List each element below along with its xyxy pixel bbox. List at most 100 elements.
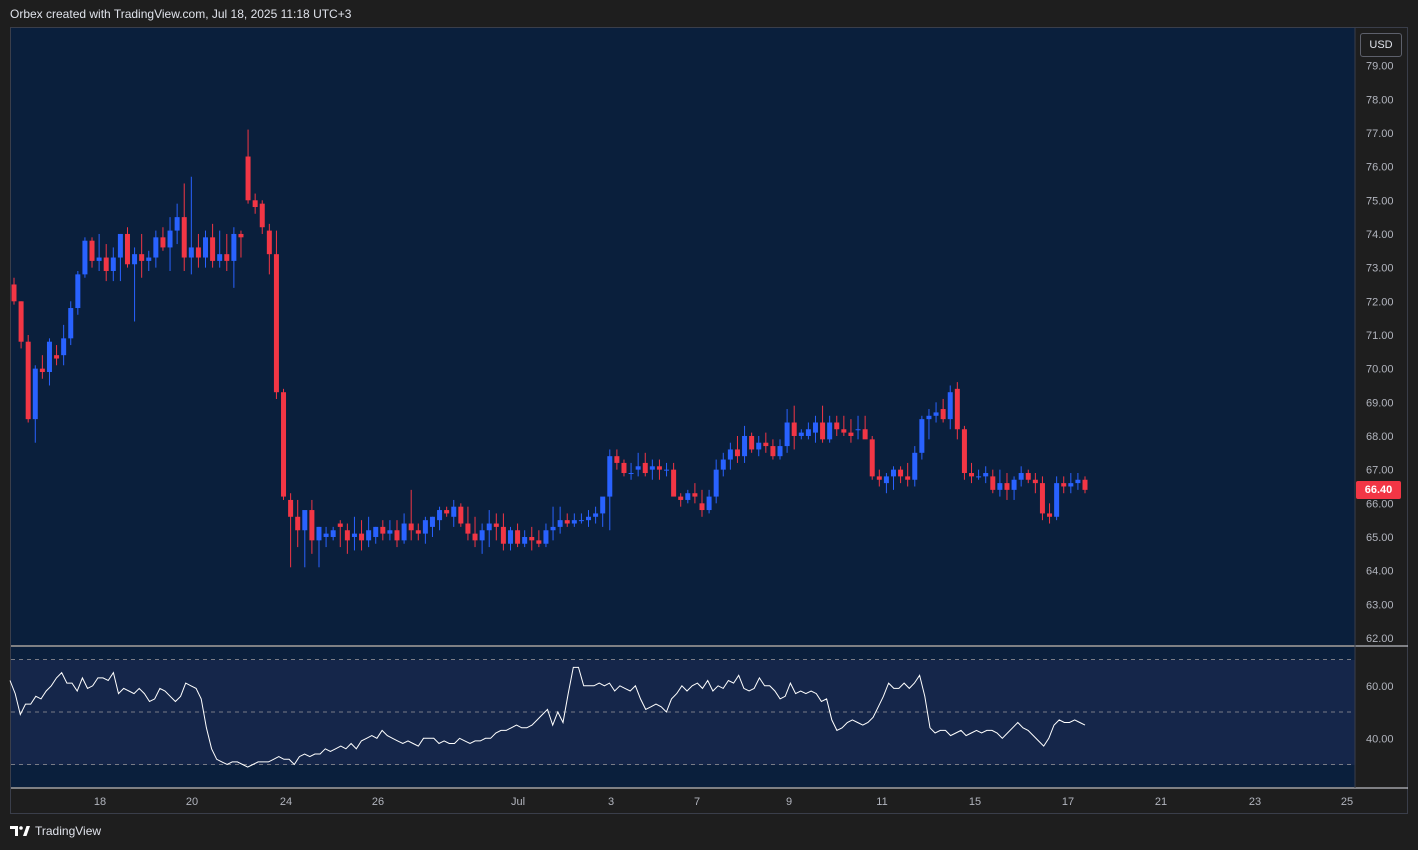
candle: [685, 489, 691, 504]
candle: [656, 459, 662, 480]
candle: [529, 526, 535, 551]
candle: [103, 244, 109, 282]
candle: [337, 520, 343, 548]
time-tick-label: 15: [969, 796, 981, 808]
main-pane-background: [11, 28, 1355, 645]
candle: [75, 270, 81, 315]
candle: [181, 183, 187, 271]
time-tick-label: 23: [1249, 796, 1261, 808]
candle: [564, 513, 570, 527]
candle: [1075, 473, 1081, 490]
price-tick-label: 67.00: [1366, 465, 1394, 477]
candle: [883, 473, 889, 494]
time-tick-label: 7: [694, 796, 700, 808]
candle: [472, 516, 478, 548]
price-tick-label: 63.00: [1366, 599, 1394, 611]
price-tick-label: 70.00: [1366, 364, 1394, 376]
candle: [344, 523, 350, 554]
time-tick-label: 3: [608, 796, 614, 808]
candle: [1032, 473, 1038, 494]
price-tick-label: 75.00: [1366, 195, 1394, 207]
rsi-guides-layer: [11, 659, 1355, 765]
candle: [415, 523, 421, 541]
candle: [536, 530, 542, 548]
candle: [586, 510, 592, 527]
candle: [437, 506, 443, 531]
time-tick-label: 26: [372, 796, 384, 808]
footer-brand[interactable]: TradingView: [10, 824, 101, 838]
candle: [713, 459, 719, 504]
candle: [18, 301, 24, 349]
candle: [1047, 503, 1053, 524]
candle: [614, 449, 620, 470]
candle: [727, 442, 733, 470]
candle: [160, 227, 166, 251]
candle: [387, 520, 393, 541]
candle: [791, 405, 797, 450]
candle: [784, 409, 790, 453]
currency-button[interactable]: USD: [1360, 33, 1402, 57]
candle: [252, 193, 258, 214]
candle: [742, 425, 748, 463]
candle: [926, 409, 932, 440]
candle: [323, 526, 329, 548]
candle: [11, 277, 17, 305]
time-tick-label: 25: [1341, 796, 1353, 808]
time-tick-label: 24: [280, 796, 292, 808]
candle: [32, 365, 38, 443]
candle: [238, 230, 244, 258]
candle: [479, 523, 485, 554]
rsi-series-line: [9, 666, 1086, 768]
candles-layer: [11, 129, 1088, 568]
candle: [841, 415, 847, 436]
rsi-line-layer: [9, 666, 1086, 768]
candle: [777, 439, 783, 460]
price-tick-label: 64.00: [1366, 566, 1394, 578]
candle: [862, 415, 868, 440]
price-tick-label: 77.00: [1366, 128, 1394, 140]
candle: [210, 223, 216, 268]
price-tick-label: 79.00: [1366, 61, 1394, 73]
candle: [990, 469, 996, 494]
price-tick-label: 62.00: [1366, 633, 1394, 645]
candle: [82, 237, 88, 278]
candle: [600, 496, 606, 527]
candle: [373, 526, 379, 544]
candle: [394, 520, 400, 548]
time-tick-label: 21: [1155, 796, 1167, 808]
price-tick-label: 73.00: [1366, 263, 1394, 275]
candle: [834, 415, 840, 436]
candle: [898, 466, 904, 484]
candle: [543, 523, 549, 548]
candle: [940, 398, 946, 423]
candle: [61, 324, 67, 366]
time-axis[interactable]: 18 20 24 26 Jul 3 7 9 11 15 17 21 23 25: [94, 796, 1353, 808]
rsi-axis[interactable]: 40.00 60.00: [1366, 681, 1394, 746]
candle: [174, 203, 180, 245]
price-tick-label: 71.00: [1366, 330, 1394, 342]
candle: [259, 200, 265, 234]
candle: [429, 516, 435, 537]
candle: [522, 530, 528, 548]
chart-attribution: Orbex created with TradingView.com, Jul …: [10, 7, 352, 21]
candle: [649, 459, 655, 480]
candle: [1025, 469, 1031, 484]
price-tick-label: 72.00: [1366, 296, 1394, 308]
candle: [302, 510, 308, 568]
candle: [351, 516, 357, 551]
candle: [465, 506, 471, 541]
candle: [68, 301, 74, 346]
price-axis[interactable]: 62.00 63.00 64.00 65.00 66.00 67.00 68.00 69.00…: [1366, 61, 1394, 645]
candle: [607, 449, 613, 531]
candle: [380, 520, 386, 541]
candle: [288, 493, 294, 568]
candle: [295, 499, 301, 548]
candle: [39, 355, 45, 379]
last-price-label: 66.40: [1356, 481, 1401, 499]
candle: [117, 233, 123, 282]
candle: [1004, 473, 1010, 500]
rsi-tick-label: 40.00: [1366, 733, 1394, 745]
candle: [46, 338, 52, 386]
candle: [763, 432, 769, 453]
